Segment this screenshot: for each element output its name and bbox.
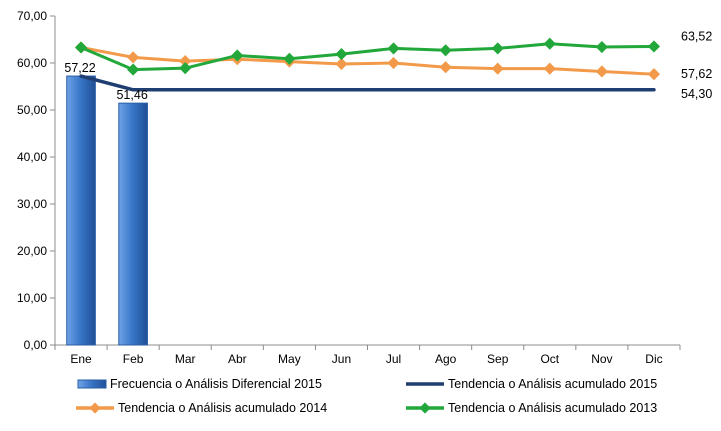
- series-3-point: [543, 37, 556, 50]
- series-3-point: [387, 42, 400, 55]
- y-tick-label: 30,00: [17, 197, 47, 211]
- end-value-label: 54,30: [681, 87, 712, 101]
- x-tick-label: Abr: [228, 352, 247, 366]
- series-3-point: [439, 44, 452, 57]
- series-2-point: [387, 56, 400, 70]
- series-3-point: [127, 63, 140, 76]
- series-2-point: [127, 51, 140, 64]
- bar-series: [66, 75, 148, 346]
- line-series: [74, 37, 661, 92]
- x-tick-label: Dic: [645, 352, 662, 366]
- bar-feb: [118, 102, 148, 346]
- series-3-point: [491, 42, 504, 55]
- series-line-2: [79, 45, 656, 76]
- x-tick-label: Sep: [487, 352, 509, 366]
- x-tick-label: Ene: [70, 352, 92, 366]
- data-labels: 57,22 51,46 54,30 57,62 63,52: [64, 29, 712, 102]
- legend: Frecuencia o Análisis Diferencial 2015 Te…: [76, 377, 657, 415]
- bar-value-label: 57,22: [64, 61, 95, 75]
- x-tick-label: Jul: [386, 352, 401, 366]
- series-2-point: [543, 62, 556, 75]
- series-line-1: [79, 74, 656, 92]
- series-3-point: [595, 40, 608, 54]
- x-tick-label: Oct: [540, 352, 559, 366]
- legend-swatch-bar: [77, 379, 107, 389]
- series-2-point: [439, 61, 452, 74]
- bar-ene: [66, 75, 96, 346]
- legend-label: Tendencia o Análisis acumulado 2013: [448, 401, 657, 415]
- legend-label: Tendencia o Análisis acumulado 2015: [448, 377, 657, 391]
- series-3-point: [335, 48, 348, 61]
- series-2-point: [595, 65, 608, 78]
- series-2-point: [491, 62, 504, 75]
- y-tick-label: 0,00: [24, 338, 48, 352]
- legend-swatch-marker: [419, 402, 431, 414]
- y-tick-label: 20,00: [17, 244, 47, 258]
- legend-label: Tendencia o Análisis acumulado 2014: [118, 401, 327, 415]
- x-tick-label: Jun: [332, 352, 351, 366]
- legend-swatch-marker: [89, 402, 101, 414]
- axes: 0,00 10,00 20,00 30,00 40,00 50,00 60,00 70,00 E…: [17, 9, 681, 366]
- series-3-point: [179, 62, 192, 75]
- y-tick-label: 70,00: [17, 9, 47, 23]
- series-3-point: [231, 49, 244, 62]
- x-tick-label: May: [278, 352, 301, 366]
- legend-label: Frecuencia o Análisis Diferencial 2015: [110, 377, 322, 391]
- series-2-point: [647, 68, 661, 81]
- x-tick-label: Nov: [591, 352, 612, 366]
- y-tick-label: 10,00: [17, 291, 47, 305]
- x-tick-label: Mar: [175, 352, 196, 366]
- y-tick-label: 40,00: [17, 150, 47, 164]
- x-tick-label: Ago: [435, 352, 457, 366]
- series-2-point: [335, 57, 348, 71]
- x-tick-label: Feb: [123, 352, 144, 366]
- series-3-point: [647, 40, 661, 53]
- bar-value-label: 51,46: [116, 88, 147, 102]
- y-tick-label: 50,00: [17, 103, 47, 117]
- y-tick-label: 60,00: [17, 56, 47, 70]
- series-3-point: [283, 52, 296, 65]
- series-line-3: [79, 42, 656, 72]
- end-value-label: 57,62: [681, 67, 712, 81]
- series-3-point: [74, 41, 88, 54]
- end-value-label: 63,52: [681, 29, 712, 43]
